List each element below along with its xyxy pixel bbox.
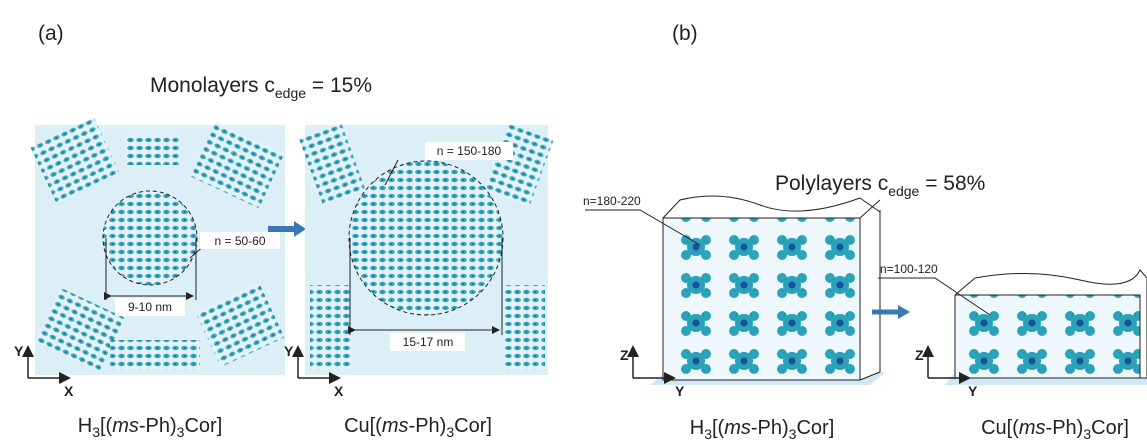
axis-label: Y: [968, 383, 978, 399]
t: 3: [1083, 426, 1091, 441]
compound: H3[(ms-Ph)3Cor]: [690, 417, 835, 441]
panel-label: (b): [672, 22, 698, 45]
t: ms: [112, 415, 139, 437]
panel-title: Monolayers cedge = 15%: [150, 74, 372, 101]
title-sub: edge: [888, 183, 919, 199]
t: [(: [712, 417, 725, 439]
panel-label: (a): [38, 22, 64, 45]
t: ms: [1019, 417, 1046, 439]
t: 3: [446, 424, 454, 440]
t: Cor]: [184, 415, 222, 437]
axis-label: Z: [915, 347, 924, 363]
t: ms: [724, 417, 751, 439]
arrow-head: [294, 221, 306, 237]
t: ms: [382, 415, 409, 437]
t: 3: [789, 426, 797, 441]
t: Cu[(: [344, 415, 382, 437]
panel-title: Polylayers cedge = 58%: [775, 172, 985, 199]
figure: (a) (b) Monolayers cedge = 15% 9-10 nm n…: [0, 0, 1147, 441]
n-label: n = 150-180: [437, 144, 502, 158]
t: 3: [177, 424, 185, 440]
title-text: = 15%: [306, 74, 372, 97]
size-label: 9-10 nm: [128, 300, 172, 314]
t: Cor]: [796, 417, 834, 439]
axis-label: Y: [14, 343, 24, 359]
axis-label: X: [334, 383, 344, 399]
t: -Ph): [1046, 417, 1084, 439]
compound: Cu[(ms-Ph)3Cor]: [981, 417, 1129, 441]
axis-label: Z: [620, 347, 629, 363]
axis-label: X: [64, 383, 74, 399]
t: -Ph): [409, 415, 447, 437]
title-text: = 58%: [919, 172, 985, 195]
t: H: [690, 417, 704, 439]
n-label: n=100-120: [880, 262, 938, 276]
t: 3: [704, 426, 712, 441]
t: Cor]: [1091, 417, 1129, 439]
t: -Ph): [751, 417, 789, 439]
t: Cu[(: [981, 417, 1019, 439]
arrow-head: [898, 305, 910, 319]
title-text: Monolayers c: [150, 74, 275, 97]
axis-label: Y: [675, 383, 685, 399]
compound: H3[(ms-Ph)3Cor]: [78, 415, 223, 440]
n-label: n=180-220: [583, 194, 641, 208]
t: 3: [92, 424, 100, 440]
t: [(: [100, 415, 113, 437]
title-text: Polylayers c: [775, 172, 888, 195]
compound: Cu[(ms-Ph)3Cor]: [344, 415, 492, 440]
t: Cor]: [454, 415, 492, 437]
t: -Ph): [139, 415, 177, 437]
t: H: [78, 415, 92, 437]
title-sub: edge: [275, 85, 306, 101]
n-label: n = 50-60: [214, 234, 265, 248]
polylayer-block: [585, 196, 885, 385]
size-label: 15-17 nm: [403, 335, 454, 349]
polylayer-block: [878, 270, 1147, 385]
axis-label: Y: [284, 343, 294, 359]
